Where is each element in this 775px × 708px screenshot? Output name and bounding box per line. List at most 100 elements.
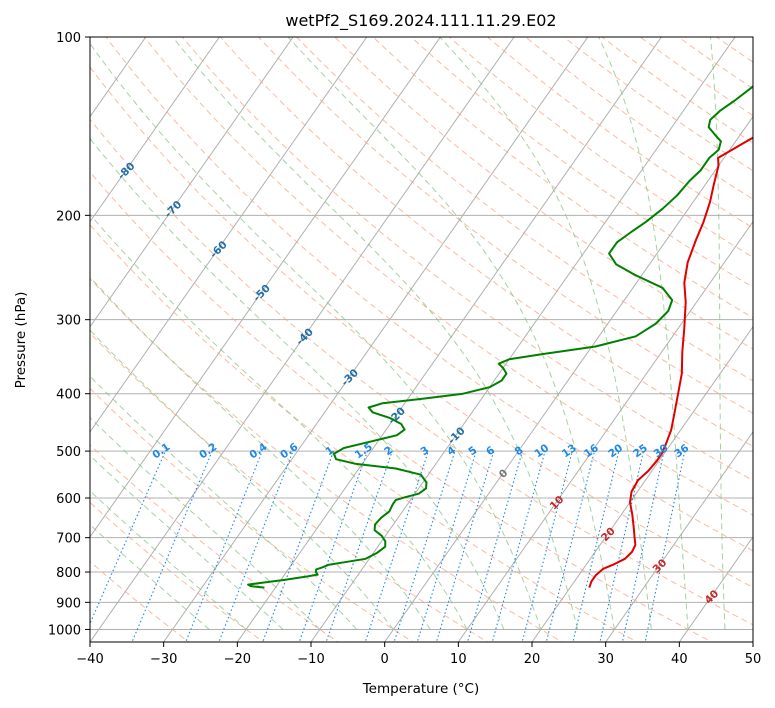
moist-adiabat-line <box>90 524 210 630</box>
isotherm-label: -90 <box>69 122 91 144</box>
y-tick-label: 400 <box>56 388 81 403</box>
mixing-ratio-label: 16 <box>582 442 601 460</box>
isotherm-label: -30 <box>339 367 361 389</box>
dry-adiabat-line <box>90 444 340 642</box>
x-tick-label: 20 <box>524 652 541 667</box>
mixing-ratio-line <box>416 450 477 642</box>
y-axis-label: Pressure (hPa) <box>13 292 29 389</box>
mixing-ratio-line <box>435 450 495 642</box>
dry-adiabat-line <box>181 37 753 481</box>
x-tick-label: 30 <box>597 652 614 667</box>
moist-adiabat-line <box>439 37 652 630</box>
mixing-ratio-line <box>298 450 368 642</box>
mixing-ratio-label: 25 <box>631 442 650 460</box>
moist-adiabat-line <box>287 37 615 630</box>
x-tick-label: −30 <box>150 652 177 667</box>
mixing-ratio-label: 30 <box>652 442 671 460</box>
dry-adiabat-line <box>677 37 753 90</box>
x-tick-label: −10 <box>297 652 324 667</box>
dry-adiabat-line <box>90 387 414 642</box>
x-tick-label: 40 <box>671 652 688 667</box>
mixing-ratio-line <box>545 450 596 642</box>
y-tick-label: 200 <box>56 209 81 224</box>
dry-adiabat-line <box>219 37 753 448</box>
y-tick-label: 900 <box>56 596 81 611</box>
isotherm-line <box>90 37 147 118</box>
y-tick-label: 600 <box>56 492 81 507</box>
mixing-ratio-line <box>644 450 686 642</box>
isotherm-label: -80 <box>116 160 138 182</box>
dry-adiabat-line <box>143 37 753 516</box>
isotherm-label: -40 <box>294 326 316 348</box>
y-tick-label: 1000 <box>48 623 81 638</box>
isotherm-label: -70 <box>162 199 184 221</box>
dry-adiabat-line <box>90 118 753 626</box>
mixing-ratio-line <box>262 450 335 642</box>
mixing-ratio-label: 0.1 <box>150 441 172 462</box>
mixing-ratio-label: 0.2 <box>197 441 219 462</box>
x-tick-label: 10 <box>450 652 467 667</box>
y-tick-label: 800 <box>56 566 81 581</box>
mixing-ratio-line <box>621 450 665 642</box>
isotherm-label: -20 <box>386 405 408 427</box>
mixing-ratio-label: 1.5 <box>353 441 375 462</box>
isotherm-label: -100 <box>19 82 46 109</box>
x-tick-label: −20 <box>224 652 251 667</box>
dry-adiabat-line <box>563 37 753 172</box>
dry-adiabat-line <box>524 37 753 200</box>
isotherm-label: -10 <box>446 425 468 447</box>
mixing-ratio-label: 0.4 <box>247 441 269 462</box>
isotherm-label: 40 <box>702 588 721 607</box>
mixing-ratio-line <box>218 450 294 642</box>
isotherm-line <box>605 430 753 642</box>
moist-adiabat-line <box>710 37 726 630</box>
dry-adiabat-line <box>105 37 753 552</box>
mixing-ratio-label: 13 <box>560 442 579 460</box>
x-tick-label: 0 <box>381 652 389 667</box>
isotherm-line <box>90 37 442 538</box>
moist-adiabat-line <box>90 490 247 630</box>
dry-adiabat-line <box>639 37 753 117</box>
moist-adiabat-line <box>90 137 505 630</box>
mixing-ratio-line <box>491 450 546 642</box>
moist-adiabat-line <box>90 329 394 630</box>
moist-adiabat-line <box>598 37 689 630</box>
mixing-ratio-line <box>467 450 523 642</box>
isotherm-line <box>531 325 753 642</box>
temperature-line <box>588 136 753 588</box>
plot-frame <box>89 36 754 643</box>
mixing-ratio-line <box>393 450 456 642</box>
x-tick-label: 50 <box>745 652 762 667</box>
dry-adiabat-line <box>410 37 753 288</box>
isotherm-line <box>90 37 294 328</box>
mixing-ratio-line <box>521 450 573 642</box>
plot-area: 0.1 0.2 0.4 0.6 1 1.5 2 3 4 5 6 8 10 13 16 20 25 30 36-100… <box>19 37 753 642</box>
dry-adiabat-line <box>601 37 753 144</box>
mixing-ratio-line <box>131 450 213 642</box>
moist-adiabat-line <box>172 37 579 630</box>
chart-title: wetPf2_S169.2024.111.11.29.E02 <box>285 11 556 31</box>
dry-adiabat-line <box>296 37 753 382</box>
isotherm-line <box>90 37 368 433</box>
dry-adiabat-line <box>448 37 753 258</box>
x-axis-label: Temperature (°C) <box>362 681 480 697</box>
mixing-ratio-line <box>185 450 263 642</box>
isotherm-label: 10 <box>548 494 567 513</box>
isotherm-line <box>163 37 589 642</box>
mixing-ratio-line <box>364 450 429 642</box>
isotherm-line <box>752 641 753 642</box>
mixing-ratio-label: 20 <box>606 442 625 460</box>
dry-adiabat-line <box>715 37 753 63</box>
mixing-ratio-label: 0.6 <box>278 441 300 462</box>
y-tick-label: 700 <box>56 532 81 547</box>
x-tick-label: −40 <box>76 652 103 667</box>
mixing-ratio-line <box>572 450 620 642</box>
y-tick-label: 500 <box>56 445 81 460</box>
isotherm-line <box>90 37 221 223</box>
axis-ticks: −40 −30 −20 −10 0 10 20 30 40 50 1000 900 800 700 600 5… <box>48 31 761 667</box>
moist-adiabat-line <box>90 454 284 630</box>
isotherm-line <box>236 37 663 642</box>
y-tick-label: 300 <box>56 314 81 329</box>
moist-adiabat-line <box>90 416 321 630</box>
